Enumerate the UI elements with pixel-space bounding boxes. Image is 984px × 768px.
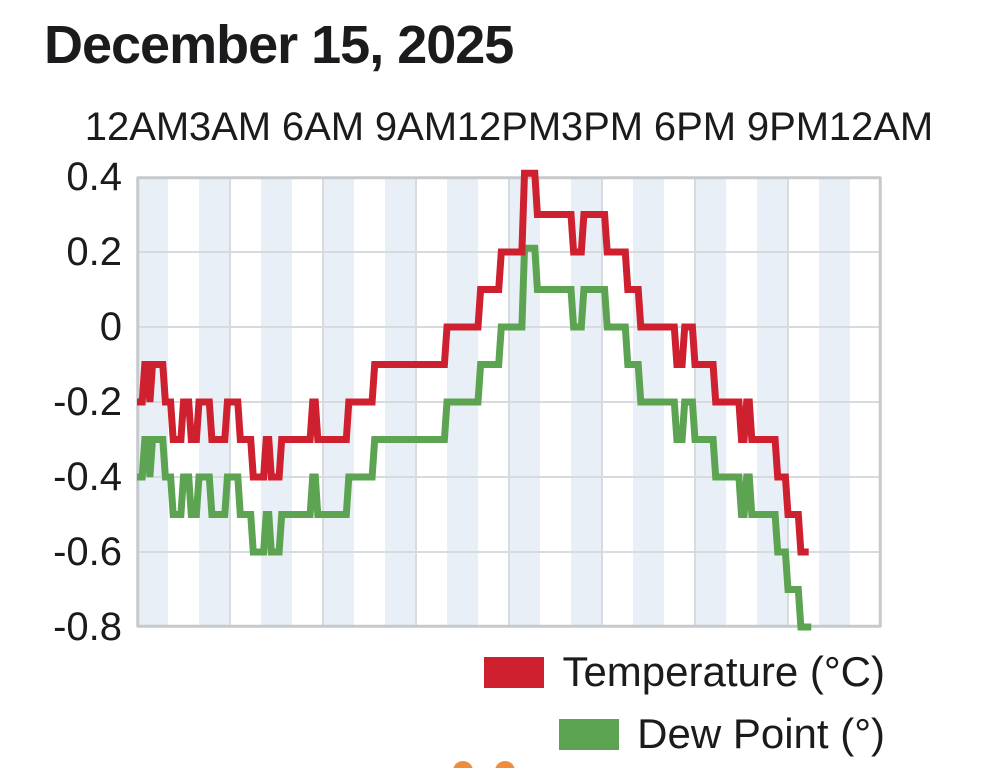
y-axis-tick-label: 0.4 — [66, 155, 122, 199]
x-axis-tick-label: 12AM — [828, 105, 934, 149]
temperature-line — [137, 169, 809, 556]
x-axis-tick-label: 9PM — [746, 105, 830, 149]
legend-swatch — [559, 718, 620, 750]
plot-area[interactable] — [136, 169, 882, 631]
x-axis-tick-label: 3PM — [560, 105, 644, 149]
y-axis-tick-label: -0.8 — [53, 605, 122, 649]
x-axis-tick-label: 12PM — [456, 105, 562, 149]
legend-label: Dew Point (°) — [637, 710, 885, 757]
legend-swatch — [484, 656, 545, 688]
chart-legend: Temperature (°C) Dew Point (°) — [484, 648, 885, 768]
x-axis-tick-label: 12AM — [84, 105, 190, 149]
legend-label: Temperature (°C) — [562, 648, 885, 695]
x-axis-tick-label: 9AM — [374, 105, 458, 149]
x-axis-tick-label: 6PM — [653, 105, 737, 149]
dew-point-line — [137, 244, 812, 631]
legend-entry: Temperature (°C) — [484, 648, 885, 696]
y-axis-tick-label: 0.2 — [66, 230, 122, 274]
y-axis-tick-label: -0.4 — [53, 455, 122, 499]
x-axis-tick-label: 3AM — [188, 105, 272, 149]
y-axis-tick-label: -0.2 — [53, 380, 122, 424]
y-axis-tick-label: -0.6 — [53, 530, 122, 574]
orange-marker-dot — [453, 761, 473, 768]
y-axis-tick-label: 0 — [99, 305, 122, 349]
orange-marker-dot — [495, 761, 515, 768]
page-title: December 15, 2025 — [44, 15, 514, 75]
legend-entry: Dew Point (°) — [559, 710, 885, 758]
x-axis-tick-label: 6AM — [281, 105, 365, 149]
